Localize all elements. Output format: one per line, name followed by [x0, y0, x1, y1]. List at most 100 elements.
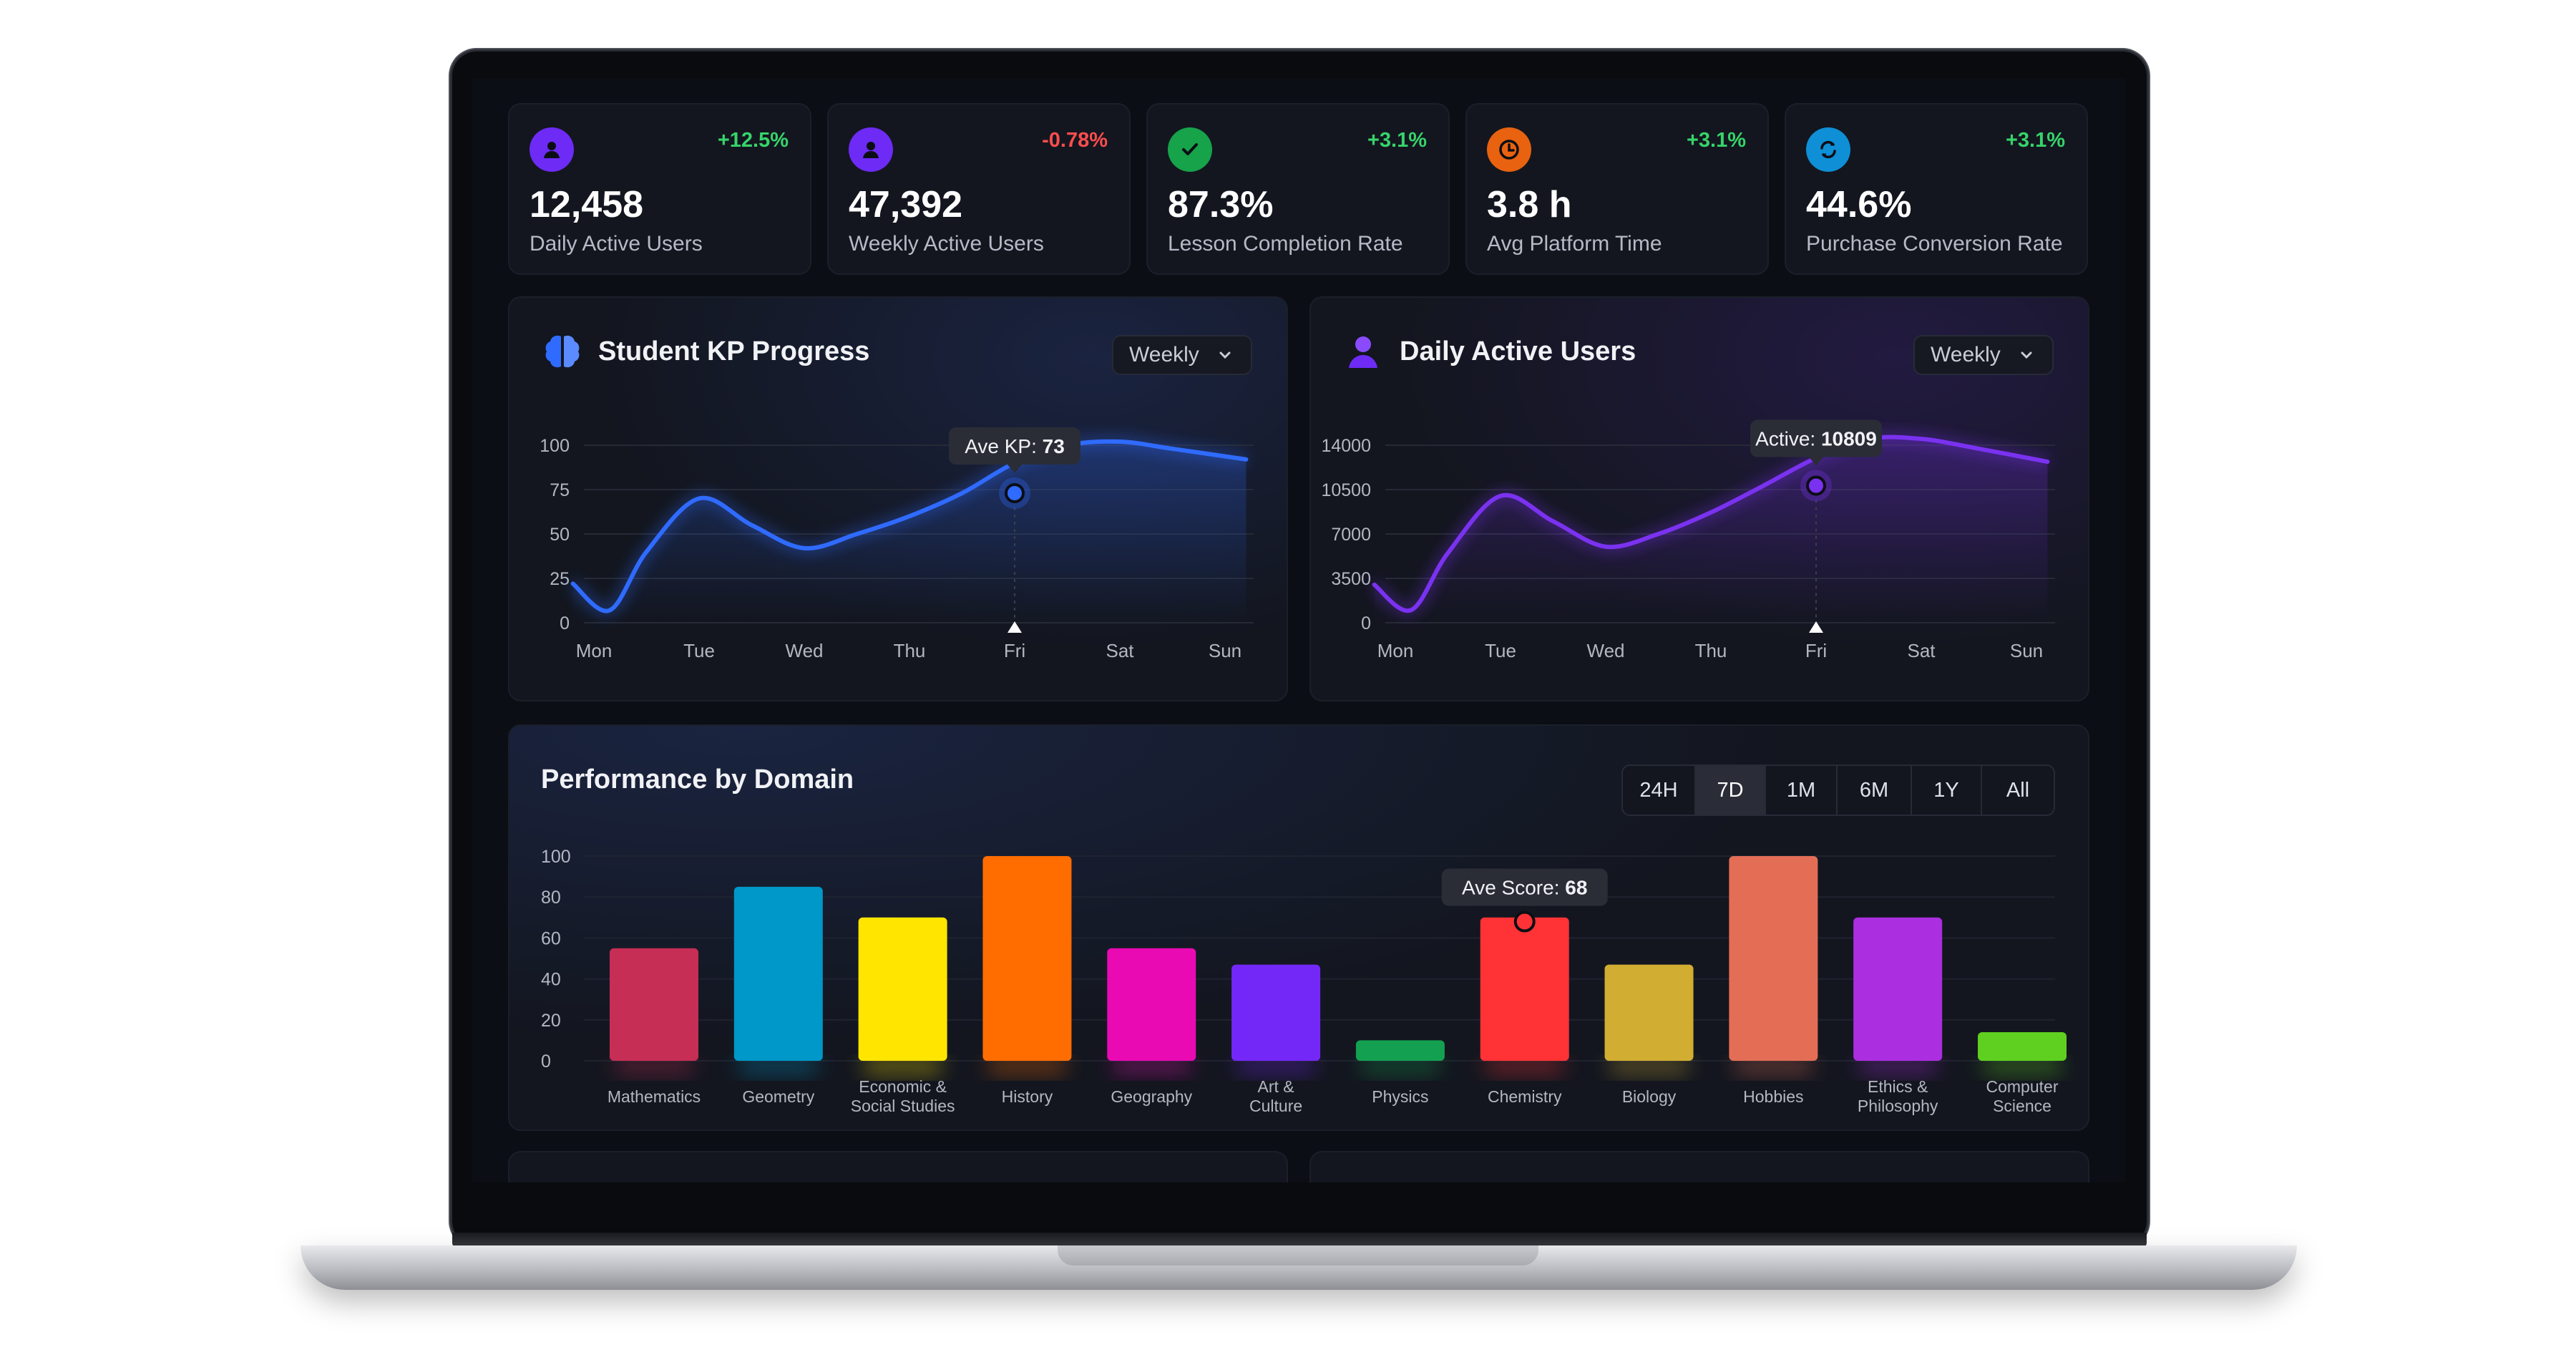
bar — [1355, 1040, 1445, 1061]
user-icon — [1349, 336, 1377, 368]
y-tick-label: 0 — [541, 1052, 551, 1072]
bar — [982, 856, 1072, 1061]
kpi-label: Daily Active Users — [530, 232, 703, 256]
kpi-change: -0.78% — [1042, 129, 1108, 152]
x-tick-label: Thu — [1695, 640, 1727, 661]
range-option-1m[interactable]: 1M — [1766, 766, 1838, 815]
bar — [1604, 964, 1694, 1061]
y-tick-label: 0 — [1361, 613, 1371, 633]
kp-line-chart: 0 25 50 75 100 Mon Tue Wed Thu Fri Sat Sun Ave KP: 7… — [540, 427, 1254, 661]
kpi-change: +12.5% — [717, 129, 789, 152]
tooltip — [1750, 419, 1882, 457]
tooltip-label: Active: — [1755, 428, 1821, 450]
highlight-point — [1806, 475, 1826, 496]
period-dropdown[interactable]: Weekly — [1913, 335, 2054, 375]
tooltip-label: Ave Score: — [1462, 877, 1565, 899]
highlight-caret — [1008, 621, 1022, 633]
y-tick-label: 75 — [550, 480, 570, 500]
y-tick-label: 0 — [560, 613, 570, 633]
x-tick-label: Sat — [1106, 640, 1134, 661]
dau-panel: Daily Active Users Weekly 0 3500 7000 10500… — [1309, 296, 2089, 701]
y-tick-label: 40 — [541, 970, 561, 990]
kpi-value: 12,458 — [530, 184, 644, 225]
x-tick-label: Science — [1993, 1097, 2051, 1115]
kpi-value: 3.8 h — [1487, 184, 1572, 225]
y-tick-label: 100 — [540, 436, 570, 456]
kpi-card-daily-active-users[interactable]: +12.5% 12,458 Daily Active Users — [508, 103, 811, 275]
dropdown-value: Weekly — [1129, 343, 1199, 366]
refresh-icon — [1806, 127, 1850, 172]
x-tick-label: Geography — [1111, 1087, 1192, 1106]
kpi-card-lesson-completion[interactable]: +3.1% 87.3% Lesson Completion Rate — [1146, 103, 1450, 275]
x-tick-label: History — [1002, 1087, 1053, 1106]
range-option-24h[interactable]: 24H — [1623, 766, 1696, 815]
x-tick-label: Social Studies — [851, 1097, 955, 1115]
x-tick-label: Physics — [1372, 1087, 1428, 1106]
tooltip-value: 68 — [1565, 877, 1587, 899]
tooltip-arrow — [1809, 457, 1823, 466]
x-tick-label: Sun — [1209, 640, 1241, 661]
bar — [1978, 1031, 2067, 1061]
bar — [733, 886, 823, 1061]
x-tick-label: Economic & — [859, 1077, 947, 1096]
tooltip — [1441, 868, 1608, 906]
range-option-1y[interactable]: 1Y — [1912, 766, 1982, 815]
dau-line-chart: 0 3500 7000 10500 14000 Mon Tue Wed Thu Fri Sat Sun… — [1321, 419, 2055, 661]
x-tick-label: Biology — [1622, 1087, 1677, 1106]
bar — [858, 917, 947, 1061]
x-tick-label: Wed — [1587, 640, 1625, 661]
x-tick-label: Mathematics — [608, 1087, 701, 1106]
period-dropdown[interactable]: Weekly — [1112, 335, 1252, 375]
bar — [1853, 917, 1943, 1061]
bar — [610, 948, 698, 1061]
highlight-point — [1005, 482, 1025, 503]
x-tick-label: Geometry — [742, 1087, 814, 1106]
x-tick-label: Mon — [576, 640, 613, 661]
tooltip-value: 10809 — [1821, 428, 1877, 450]
tooltip-label: Ave KP: — [965, 435, 1042, 457]
y-tick-label: 25 — [550, 569, 570, 589]
highlight-caret — [1809, 621, 1823, 633]
highlight-point — [1513, 910, 1536, 933]
x-tick-label: Computer — [1986, 1077, 2059, 1096]
kpi-card-purchase-conversion[interactable]: +3.1% 44.6% Purchase Conversion Rate — [1785, 103, 2088, 275]
area-fill — [572, 441, 1246, 623]
series-line — [1372, 434, 2050, 613]
y-tick-label: 10500 — [1321, 480, 1371, 500]
y-tick-label: 60 — [541, 928, 561, 948]
y-tick-label: 50 — [550, 525, 570, 545]
y-tick-label: 20 — [541, 1011, 561, 1031]
panel-title: Student KP Progress — [598, 336, 870, 366]
laptop-notch — [1058, 1245, 1538, 1266]
bottom-card-right — [1309, 1151, 2089, 1182]
bar — [1231, 964, 1321, 1061]
kp-progress-panel: Student KP Progress Weekly 0 25 50 75 100 Mon… — [508, 296, 1288, 701]
kpi-value: 44.6% — [1806, 184, 1912, 225]
x-tick-label: Chemistry — [1488, 1087, 1562, 1106]
kpi-label: Purchase Conversion Rate — [1806, 232, 2063, 256]
panel-title: Daily Active Users — [1400, 336, 1636, 366]
check-icon — [1168, 127, 1212, 172]
kpi-card-avg-platform-time[interactable]: +3.1% 3.8 h Avg Platform Time — [1465, 103, 1769, 275]
tooltip-text: Ave Score: 68 — [1462, 877, 1587, 899]
x-tick-label: Art & — [1258, 1077, 1294, 1096]
y-tick-label: 100 — [541, 847, 571, 867]
y-tick-label: 3500 — [1331, 569, 1371, 589]
range-option-7d[interactable]: 7D — [1696, 766, 1766, 815]
domain-performance-panel: Performance by Domain 24H 7D 1M 6M 1Y Al… — [508, 724, 2089, 1131]
domain-bar-chart: 0 20 40 60 80 100 Mathematics Geometry Economic … — [541, 847, 2067, 1115]
laptop-hinge — [452, 1233, 2147, 1248]
x-tick-label: Tue — [683, 640, 715, 661]
kpi-change: +3.1% — [1686, 129, 1746, 152]
tooltip-text: Active: 10809 — [1755, 428, 1877, 450]
x-tick-label: Mon — [1377, 640, 1414, 661]
kpi-label: Avg Platform Time — [1487, 232, 1662, 256]
kpi-change: +3.1% — [2005, 129, 2065, 152]
kpi-card-weekly-active-users[interactable]: -0.78% 47,392 Weekly Active Users — [827, 103, 1131, 275]
clock-icon — [1487, 127, 1531, 172]
range-option-6m[interactable]: 6M — [1838, 766, 1912, 815]
bottom-card-left — [508, 1151, 1288, 1182]
dashboard-screen: +12.5% 12,458 Daily Active Users -0.78% … — [472, 79, 2125, 1182]
range-option-all[interactable]: All — [2006, 778, 2030, 802]
tooltip-value: 73 — [1043, 435, 1065, 457]
